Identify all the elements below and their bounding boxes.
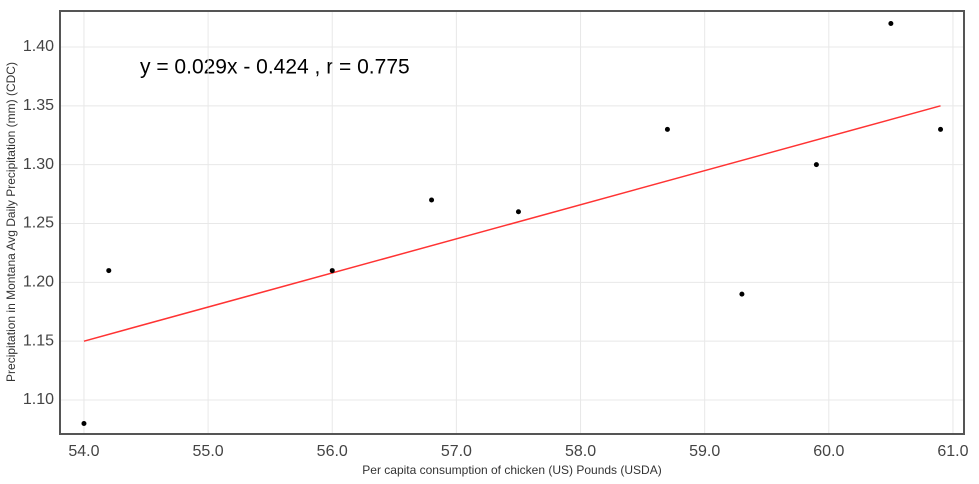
data-point [106, 268, 112, 274]
y-tick-label: 1.10 [23, 391, 54, 408]
y-tick-label: 1.30 [23, 156, 54, 173]
y-axis-label: Precipitation in Montana Avg Daily Preci… [4, 62, 18, 382]
data-point [739, 291, 745, 297]
equation-annotation: y = 0.029x - 0.424 , r = 0.775 [140, 56, 410, 79]
x-tick-label: 54.0 [68, 443, 99, 460]
y-tick-label: 1.25 [23, 215, 54, 232]
data-point [515, 209, 521, 215]
x-tick-label: 55.0 [193, 443, 224, 460]
x-axis-label: Per capita consumption of chicken (US) P… [362, 463, 661, 477]
data-point [81, 421, 87, 427]
x-tick-label: 56.0 [317, 443, 348, 460]
data-point [429, 197, 435, 203]
data-point [888, 20, 894, 26]
trend-line [83, 105, 941, 342]
y-tick-label: 1.15 [23, 332, 54, 349]
y-tick-label: 1.20 [23, 274, 54, 291]
y-tick-label: 1.35 [23, 97, 54, 114]
data-point [329, 268, 335, 274]
data-point [664, 126, 670, 132]
plot-frame [59, 10, 965, 435]
x-tick-label: 61.0 [937, 443, 968, 460]
y-tick-label: 1.40 [23, 38, 54, 55]
x-tick-label: 58.0 [565, 443, 596, 460]
data-point [813, 162, 819, 168]
x-tick-label: 59.0 [689, 443, 720, 460]
x-tick-label: 60.0 [813, 443, 844, 460]
data-point [938, 126, 944, 132]
x-tick-label: 57.0 [441, 443, 472, 460]
